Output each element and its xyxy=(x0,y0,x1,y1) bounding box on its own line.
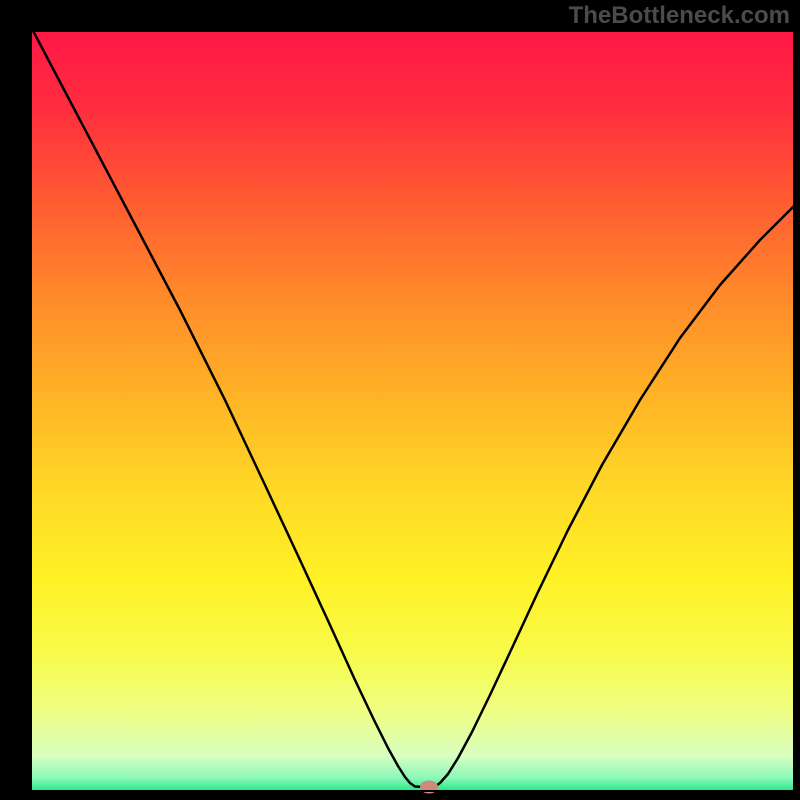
plot-container: TheBottleneck.com xyxy=(0,0,800,800)
plot-frame-border xyxy=(30,30,795,792)
watermark-text: TheBottleneck.com xyxy=(569,2,790,30)
